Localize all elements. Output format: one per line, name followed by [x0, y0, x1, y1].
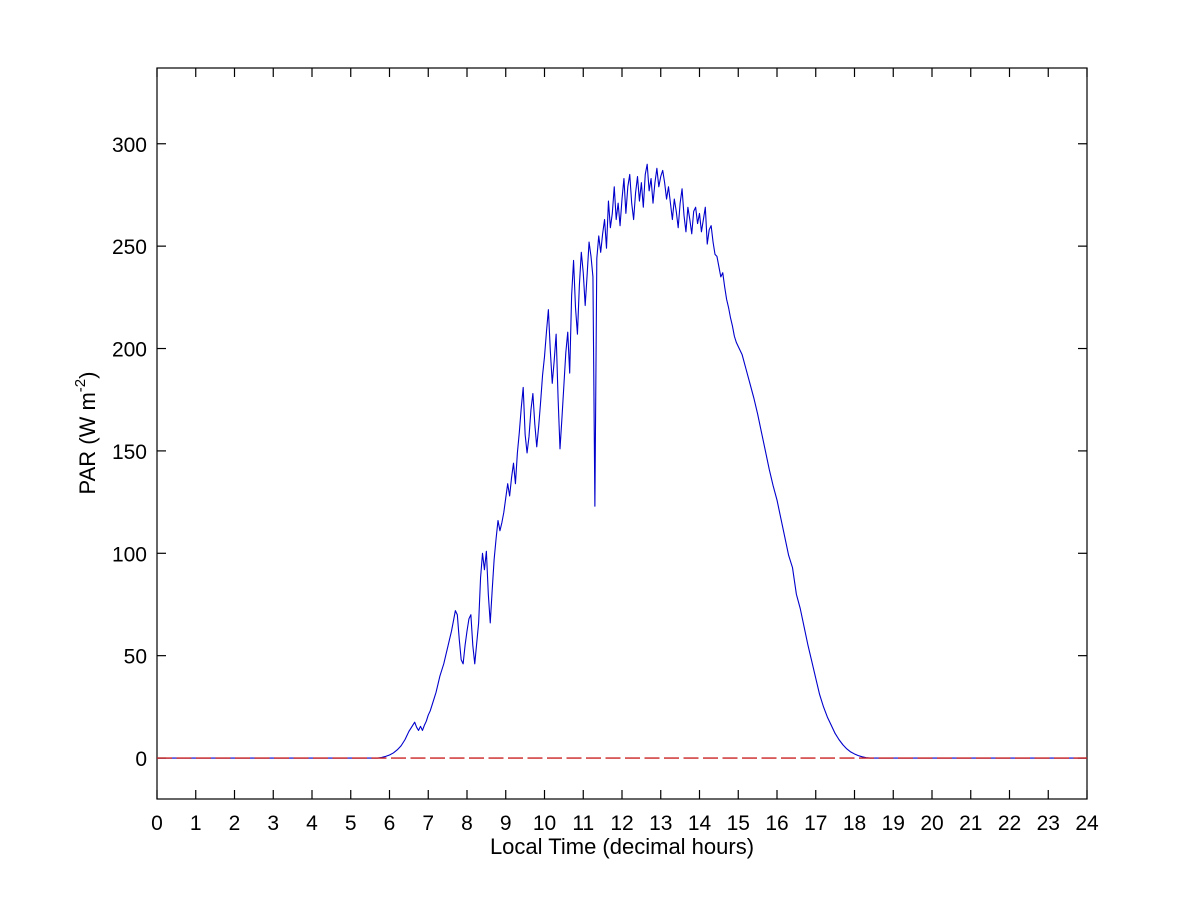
x-tick-label: 20 [920, 812, 943, 835]
x-axis-label: Local Time (decimal hours) [490, 834, 754, 859]
x-tick-label: 10 [533, 812, 556, 835]
x-tick-label: 9 [500, 812, 512, 835]
y-tick-label: 50 [124, 646, 147, 669]
x-tick-label: 22 [998, 812, 1021, 835]
y-tick-label: 300 [112, 134, 147, 157]
plot-area [156, 67, 1088, 800]
x-tick-label: 7 [422, 812, 434, 835]
y-tick-label: 150 [112, 441, 147, 464]
y-axis-label: PAR (W m-2) [72, 372, 100, 495]
x-tick-label: 2 [229, 812, 241, 835]
data-series [157, 163, 1087, 759]
x-tick-label: 3 [267, 812, 279, 835]
x-tick-label: 4 [306, 812, 318, 835]
tick-labels: 0 1 2 3 4 5 6 7 8 9 10 11 12 13 14 15 16 17 18 19 20 21 22 23 24… [112, 134, 1099, 835]
x-tick-label: 12 [610, 812, 633, 835]
x-tick-label: 14 [688, 812, 712, 835]
axes-box [156, 67, 1088, 800]
x-tick-label: 19 [882, 812, 905, 835]
x-tick-label: 11 [572, 812, 594, 835]
x-tick-label: 8 [461, 812, 473, 835]
x-tick-label: 6 [384, 812, 396, 835]
x-tick-label: 0 [151, 812, 163, 835]
x-tick-label: 15 [727, 812, 750, 835]
x-tick-label: 13 [649, 812, 672, 835]
x-tick-label: 16 [765, 812, 788, 835]
x-tick-label: 18 [843, 812, 866, 835]
x-tick-label: 5 [345, 812, 357, 835]
x-tick-label: 1 [190, 812, 202, 835]
y-tick-label: 250 [112, 236, 147, 259]
y-tick-label: 200 [112, 339, 147, 362]
y-tick-label: 100 [112, 543, 147, 566]
y-tick-label: 0 [135, 748, 147, 771]
x-tick-label: 17 [804, 812, 827, 835]
x-tick-label: 21 [959, 812, 982, 835]
x-tick-label: 24 [1075, 812, 1099, 835]
axis-ticks [156, 68, 1088, 799]
x-tick-label: 23 [1037, 812, 1060, 835]
par-series-line [157, 163, 1087, 759]
